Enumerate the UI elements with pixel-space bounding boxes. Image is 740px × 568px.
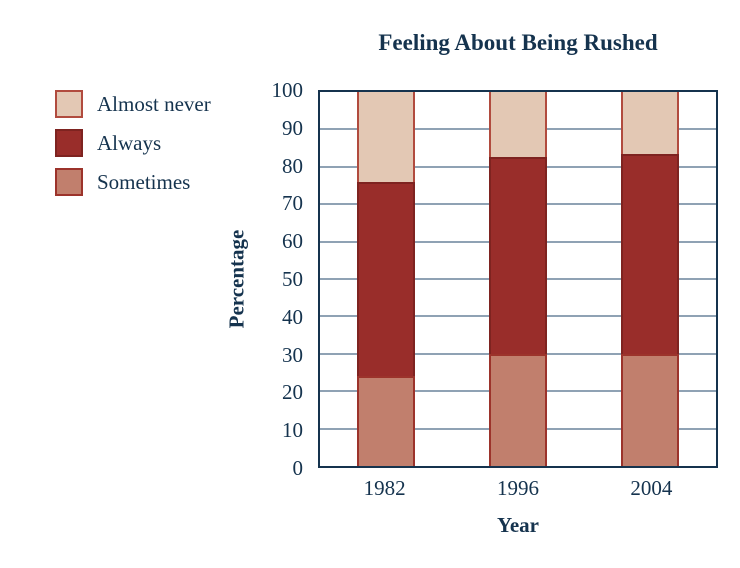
chart-title: Feeling About Being Rushed <box>378 30 658 55</box>
bar-segment-always-1996 <box>489 157 547 354</box>
legend-swatch-sometimes <box>55 168 83 196</box>
legend-label: Sometimes <box>97 170 191 194</box>
bar-segment-almost-never-2004 <box>620 92 679 154</box>
bar-segment-almost-never-1996 <box>489 92 547 158</box>
bar-1996 <box>489 92 547 466</box>
bar-2004 <box>620 92 679 466</box>
y-tick-label-100: 100 <box>271 78 304 102</box>
legend-item-almost-never: Almost never <box>55 90 211 118</box>
y-tick-label-40: 40 <box>282 304 303 329</box>
y-tick-label-50: 50 <box>282 267 303 291</box>
y-tick-label-80: 80 <box>282 153 303 178</box>
legend-item-always: Always <box>55 129 211 157</box>
bar-segment-sometimes-1982 <box>357 376 415 466</box>
y-tick-label-10: 10 <box>282 418 303 443</box>
bar-segment-sometimes-2004 <box>620 353 679 466</box>
x-axis-tick-labels: 1982 1996 2004 <box>318 474 718 502</box>
y-tick-label-90: 90 <box>282 115 303 140</box>
bar-segment-almost-never-1982 <box>357 92 415 182</box>
y-tick-label-60: 60 <box>282 229 303 254</box>
legend-swatch-always <box>55 129 83 157</box>
x-axis-title: Year <box>497 513 539 537</box>
bar-segment-always-2004 <box>620 153 679 354</box>
bar-segment-always-1982 <box>357 181 415 377</box>
bar-segment-sometimes-1996 <box>489 353 547 466</box>
legend-swatch-almost-never <box>55 90 83 118</box>
x-tick-label-1996: 1996 <box>497 476 539 500</box>
y-axis-tick-labels: 0 10 20 30 40 50 60 70 80 90 100 <box>0 78 304 480</box>
plot-area <box>318 90 718 468</box>
legend-label: Always <box>97 131 162 155</box>
bar-1982 <box>357 92 415 466</box>
legend: Almost never Always Sometimes <box>55 90 211 207</box>
x-tick-label-2004: 2004 <box>630 476 673 500</box>
y-tick-label-30: 30 <box>282 342 303 367</box>
y-tick-label-70: 70 <box>282 191 303 216</box>
x-tick-label-1982: 1982 <box>363 476 406 500</box>
y-tick-label-20: 20 <box>282 380 303 405</box>
y-tick-label-0: 0 <box>292 456 304 480</box>
legend-label: Almost never <box>97 92 211 116</box>
legend-item-sometimes: Sometimes <box>55 168 211 196</box>
